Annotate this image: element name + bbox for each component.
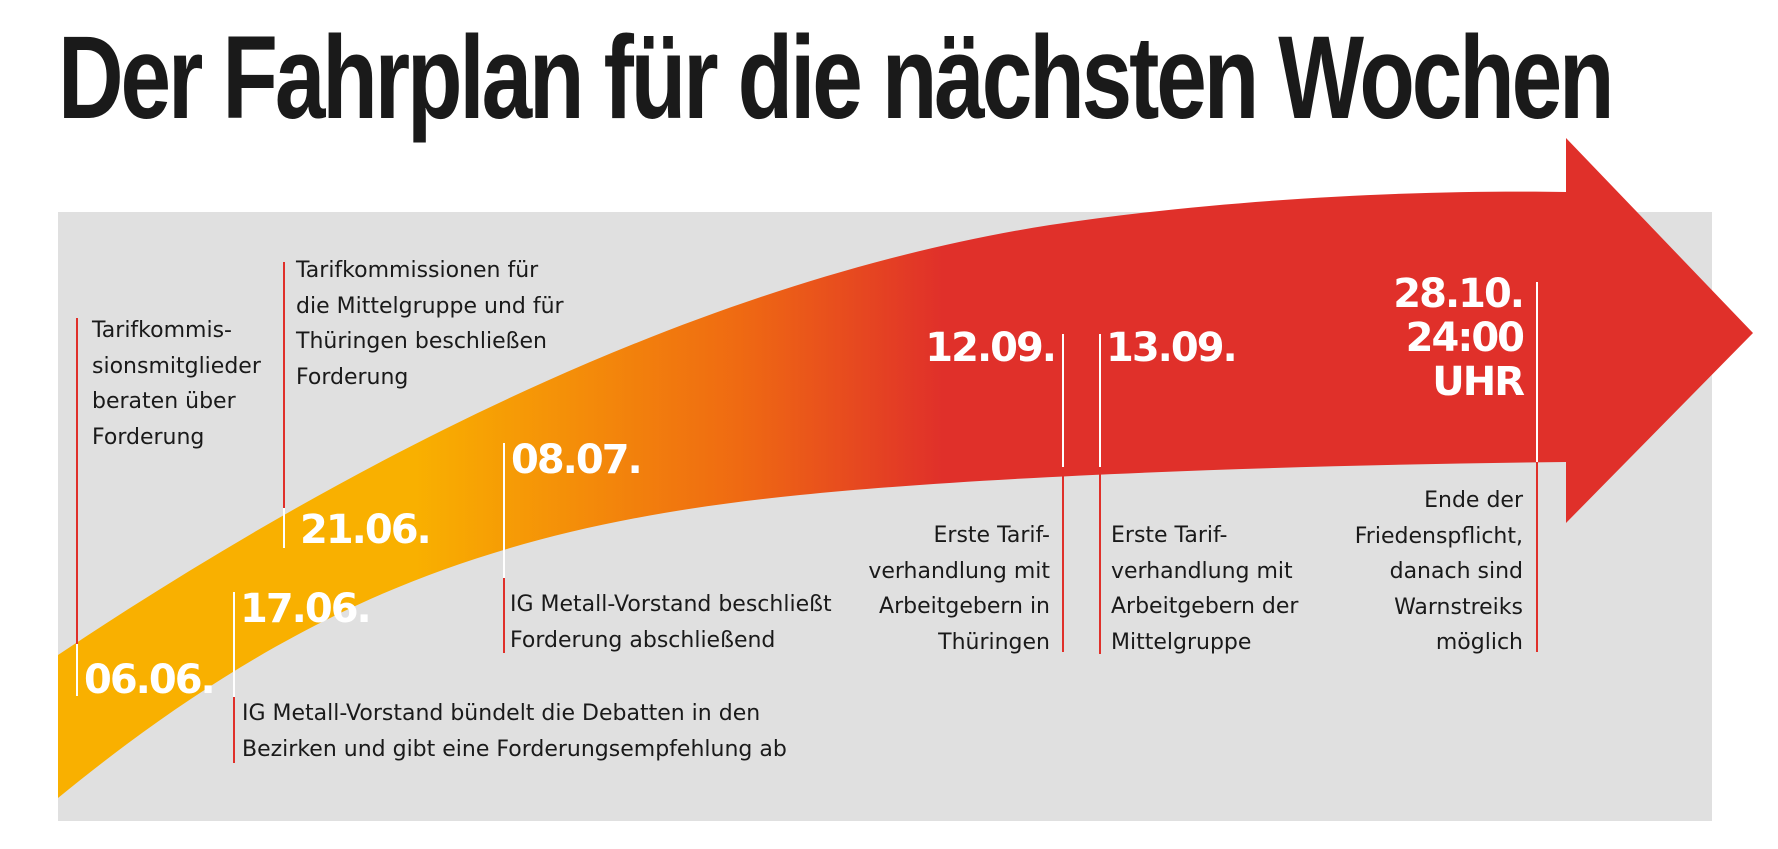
milestone-date: 21.06.: [300, 507, 432, 553]
milestone-text: Erste Tarif- verhandlung mit Arbeitgeber…: [1111, 523, 1299, 655]
connector-28-10: [1536, 462, 1538, 652]
connector-08-07: [503, 578, 505, 653]
connector-21-06-inner: [283, 508, 285, 548]
connector-12-09: [1062, 467, 1064, 652]
milestone-date: 13.09.: [1106, 325, 1238, 371]
connector-17-06-inner: [233, 592, 235, 697]
connector-21-06: [283, 262, 285, 512]
connector-13-09: [1099, 467, 1101, 654]
connector-13-09-inner: [1099, 334, 1101, 467]
milestone-date: 06.06.: [84, 657, 216, 703]
milestone-date: 12.09.: [925, 325, 1057, 371]
connector-06-06: [76, 318, 78, 650]
connector-17-06: [233, 697, 235, 763]
milestone-text: IG Metall-Vorstand beschließt Forderung …: [510, 592, 832, 653]
connector-08-07-inner: [503, 443, 505, 578]
milestone-date: 28.10. 24:00 UHR: [1393, 271, 1525, 405]
connector-06-06-inner: [76, 644, 78, 696]
connector-28-10-inner: [1536, 282, 1538, 462]
page-title: Der Fahrplan für die nächsten Wochen: [58, 12, 1615, 144]
milestone-date: 08.07.: [511, 437, 643, 483]
connector-12-09-inner: [1062, 334, 1064, 467]
milestone-text: IG Metall-Vorstand bündelt die Debatten …: [242, 701, 787, 762]
milestone-date: 17.06.: [240, 586, 372, 632]
timeline-arrow-shape: [58, 138, 1753, 798]
milestone-text: Erste Tarif- verhandlung mit Arbeitgeber…: [868, 523, 1050, 655]
milestone-text: Ende der Friedenspflicht, danach sind Wa…: [1354, 488, 1523, 655]
milestone-text: Tarifkommissionen für die Mittelgruppe u…: [296, 258, 564, 390]
milestone-text: Tarifkommis- sionsmitglieder beraten übe…: [92, 318, 261, 450]
